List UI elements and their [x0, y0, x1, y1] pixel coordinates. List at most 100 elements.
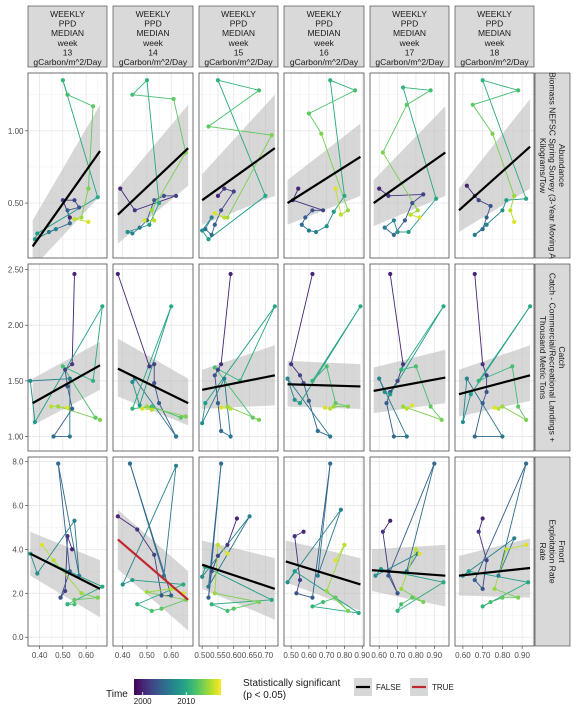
column-strip-label: MEDIAN [222, 28, 255, 38]
panel-background [284, 264, 364, 451]
path-segment [303, 382, 310, 402]
data-point [338, 507, 343, 512]
x-tick-label: 0.60 [226, 651, 242, 660]
path-segment [492, 133, 515, 197]
data-point [181, 582, 186, 587]
path-segment [214, 592, 260, 603]
path-segment [382, 104, 408, 153]
data-point [439, 417, 444, 422]
data-point [65, 405, 70, 410]
regression-line [285, 560, 361, 586]
path-segment [308, 89, 356, 114]
data-point [516, 88, 521, 93]
data-point [156, 401, 162, 406]
path-segment [146, 406, 186, 417]
data-point [225, 542, 230, 548]
path-segment [214, 367, 254, 418]
data-point [413, 547, 419, 552]
data-point [377, 376, 382, 381]
data-point [306, 398, 311, 404]
path-segment [122, 465, 177, 585]
regression-line [117, 147, 189, 216]
data-point [67, 215, 72, 220]
path-segment [296, 592, 313, 599]
data-point [417, 551, 422, 556]
data-point [345, 404, 351, 409]
data-point [386, 193, 391, 198]
path-segment [211, 599, 272, 605]
panel [112, 263, 194, 452]
panel-plot [286, 78, 362, 235]
path-segment [466, 185, 476, 197]
x-tick-label: 0.50 [139, 651, 155, 660]
data-point [161, 193, 167, 198]
significance-key-label: FALSE [376, 683, 401, 692]
data-point [484, 373, 489, 378]
path-segment [430, 406, 442, 421]
data-point [345, 208, 351, 213]
regression-line [371, 569, 446, 577]
data-point [51, 434, 56, 439]
data-point [219, 461, 224, 466]
data-point [63, 588, 68, 594]
path-segment [292, 199, 324, 211]
significance-key-label: TRUE [432, 683, 454, 692]
panel-plot [200, 271, 277, 439]
path-segment [151, 152, 187, 211]
data-point [60, 78, 65, 83]
path-segment [62, 80, 99, 198]
data-point [380, 150, 385, 155]
data-point [222, 215, 227, 220]
data-point [285, 376, 290, 381]
data-point [301, 529, 306, 534]
path-segment [74, 218, 89, 223]
data-point [35, 231, 40, 236]
data-point [231, 606, 236, 611]
path-segment [401, 588, 424, 603]
path-segment [415, 366, 432, 407]
data-point [297, 373, 303, 378]
panel-border [283, 456, 365, 647]
data-point [484, 222, 489, 227]
path-segment [208, 126, 272, 136]
row-strip-background [534, 72, 571, 259]
data-point [219, 208, 224, 213]
path-segment [233, 601, 260, 610]
panel: 0.60 0.70 0.80 0.90 [369, 456, 450, 660]
confidence-band [373, 106, 446, 227]
path-segment [312, 306, 361, 382]
row-strip-label: Exploitation Rate [548, 519, 558, 584]
path-segment [41, 544, 54, 561]
x-tick-label: 0.50 [194, 651, 210, 660]
data-point [353, 88, 358, 93]
data-point [306, 111, 311, 116]
path-segment [482, 79, 519, 91]
data-point [404, 406, 409, 411]
panel-border [27, 72, 108, 259]
column-strip-background [27, 5, 108, 68]
data-point [215, 401, 221, 406]
data-point [159, 606, 164, 611]
path-segment [502, 406, 527, 421]
column-strip-label: week [399, 38, 421, 48]
data-point [215, 553, 221, 558]
data-point [504, 547, 509, 552]
data-point [147, 364, 152, 369]
data-point [215, 78, 221, 83]
column-strip-label: gCarbon/m^2/Day [375, 57, 444, 67]
color-legend-title: Time [106, 689, 128, 700]
data-point [480, 586, 485, 591]
data-point [500, 595, 505, 600]
data-point [49, 404, 54, 409]
data-point [404, 434, 409, 439]
data-point [460, 419, 465, 425]
data-point [70, 406, 75, 411]
path-segment [330, 79, 356, 91]
panel: 0.50 0.55 0.60 0.65 0.70 [194, 456, 279, 660]
path-segment [387, 575, 398, 594]
data-point [118, 186, 123, 191]
data-point [228, 434, 233, 439]
